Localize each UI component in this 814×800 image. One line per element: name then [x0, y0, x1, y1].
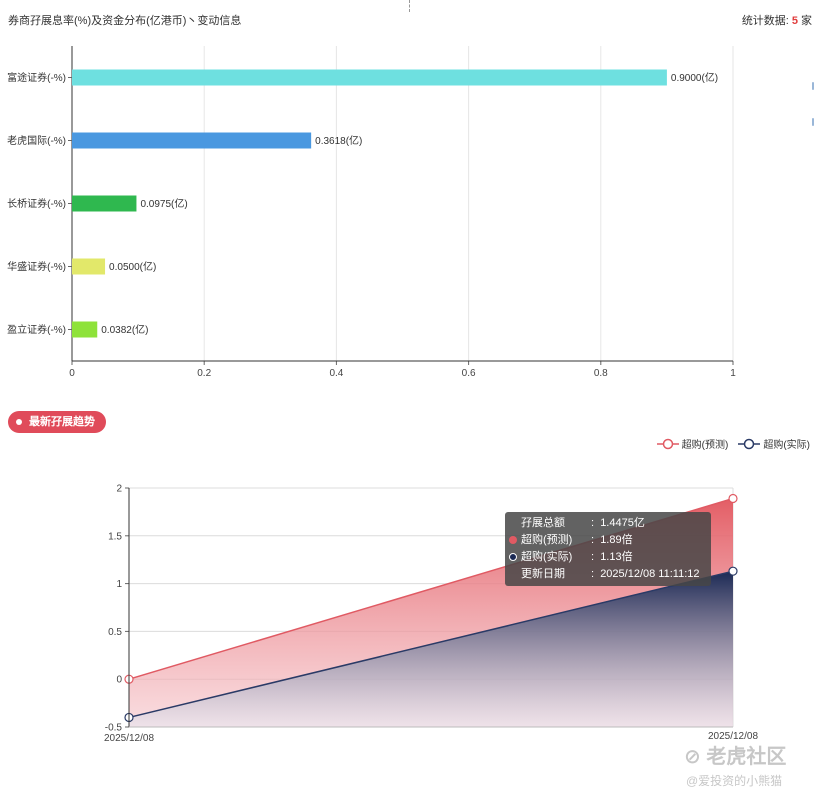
data-point	[728, 566, 738, 576]
x-tick-label: 0	[69, 368, 75, 379]
broker-bar-chart: 0 0.2 0.4 0.6 0.8 1 富途证券(-%) 0.9000(亿) 老虎国际(-%) 0…	[7, 46, 736, 379]
watermark-logo-text: 老虎社区	[706, 746, 787, 768]
tooltip-value-text: 1.13倍	[600, 551, 633, 563]
stats-unit: 家	[801, 15, 812, 27]
x-tick-label-start: 2025/12/08	[104, 733, 154, 744]
x-tick-label: 0.6	[462, 368, 476, 379]
bar	[72, 132, 312, 149]
tooltip-value: : 1.4475亿	[591, 515, 645, 531]
legend-label: 超购(实际)	[763, 440, 810, 451]
y-tick-label: 0	[116, 675, 122, 686]
x-tick-label: 1	[730, 368, 736, 379]
page-title: 券商孖展息率(%)及资金分布(亿港币)丶变动信息	[8, 15, 242, 27]
category-label: 长桥证券(-%)	[7, 197, 66, 210]
x-tick-label: 0.2	[197, 368, 211, 379]
tooltip-value: : 2025/12/08 11:11:12	[591, 566, 699, 582]
tooltip-sep: :	[591, 568, 595, 580]
x-tick-label: 0.4	[329, 368, 343, 379]
trend-tag-label: 最新孖展趋势	[29, 416, 95, 428]
data-point	[728, 493, 738, 504]
scroll-indicator[interactable]	[812, 82, 814, 90]
y-tick-label: 1	[116, 579, 122, 590]
tooltip-sep: :	[591, 551, 595, 563]
tooltip-label: 更新日期	[521, 568, 565, 580]
trend-tag[interactable]: 最新孖展趋势	[8, 411, 106, 433]
series-line	[128, 570, 734, 719]
category-label: 盈立证券(-%)	[7, 323, 66, 336]
chart-tooltip: 孖展总额 : 1.4475亿 超购(预测) : 1.89倍 超购(实际) : 1…	[505, 512, 711, 586]
bar	[72, 321, 98, 338]
tooltip-value: : 1.13倍	[591, 549, 633, 565]
watermark-logo: ⊘ 老虎社区	[684, 746, 787, 768]
x-tick-label: 0.8	[594, 368, 608, 379]
tooltip-value: : 1.89倍	[591, 532, 633, 548]
series-dot-icon	[509, 553, 517, 561]
stats-count: 5	[791, 15, 798, 27]
y-tick-label: 0.5	[108, 627, 122, 638]
category-label: 华盛证券(-%)	[7, 260, 66, 273]
tooltip-label: 超购(预测)	[521, 534, 573, 546]
bar-data-label: 0.3618(亿)	[315, 134, 362, 147]
circle-line-icon	[738, 438, 761, 449]
bar	[72, 258, 106, 275]
stats-label: 统计数据:	[741, 15, 789, 27]
category-label: 老虎国际(-%)	[7, 134, 66, 147]
bar-data-label: 0.0500(亿)	[109, 260, 156, 273]
tooltip-value-text: 1.89倍	[600, 534, 633, 546]
category-label: 富途证券(-%)	[7, 71, 66, 84]
chart-legend: 超购(预测) 超购(实际)	[656, 436, 810, 451]
bar	[72, 195, 137, 212]
series-dot-icon	[509, 536, 517, 544]
bar-data-label: 0.0975(亿)	[140, 197, 187, 210]
tooltip-value-text: 2025/12/08 11:11:12	[600, 568, 700, 580]
tooltip-value-text: 1.4475亿	[600, 517, 645, 529]
circle-line-icon	[656, 438, 679, 449]
x-tick-label-end: 2025/12/08	[708, 731, 758, 742]
stats-summary: 统计数据: 5 家	[742, 12, 812, 28]
watermark-user: @爱投资的小熊猫	[686, 774, 783, 788]
tooltip-label: 孖展总额	[521, 517, 565, 529]
tooltip-sep: :	[591, 534, 595, 546]
y-tick-label: 2	[116, 484, 122, 495]
tooltip-label: 超购(实际)	[521, 551, 573, 563]
scroll-indicator[interactable]	[812, 118, 814, 126]
chart-header: 券商孖展息率(%)及资金分布(亿港币)丶变动信息 统计数据: 5 家	[0, 0, 814, 36]
bar-data-label: 0.9000(亿)	[671, 71, 718, 84]
split-divider[interactable]	[409, 0, 410, 12]
y-tick-label: 1.5	[108, 531, 122, 542]
y-tick-label: -0.5	[105, 723, 123, 734]
tooltip-sep: :	[591, 517, 595, 529]
series-area	[129, 571, 733, 727]
bar	[72, 69, 667, 86]
legend-item-actual[interactable]: 超购(实际)	[738, 436, 810, 451]
legend-label: 超购(预测)	[681, 440, 729, 451]
bar-data-label: 0.0382(亿)	[101, 323, 148, 336]
legend-item-forecast[interactable]: 超购(预测)	[656, 436, 729, 451]
